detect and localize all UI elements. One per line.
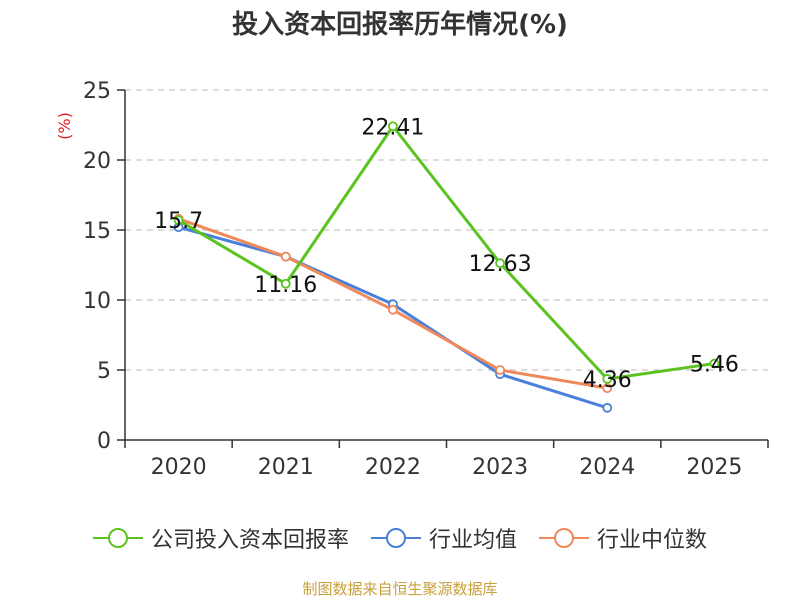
data-point-median — [280, 251, 291, 262]
chart-title: 投入资本回报率历年情况(%) — [232, 10, 568, 40]
y-tick-label: 20 — [83, 149, 111, 174]
legend-company-line-icon — [92, 528, 143, 548]
data-point-company — [173, 215, 184, 226]
x-tick-label: 2023 — [472, 455, 528, 480]
x-tick-label: 2025 — [686, 455, 742, 480]
data-label: 22.41 — [361, 115, 424, 140]
data-point-company — [388, 121, 398, 132]
legend-label-avg: 行业均值 — [428, 528, 517, 553]
legend-label-company: 公司投入资本回报率 — [150, 528, 349, 553]
x-tick-label: 2022 — [365, 455, 421, 480]
data-label: 15.7 — [154, 209, 203, 234]
data-point-company — [280, 278, 291, 289]
data-label: 5.46 — [690, 353, 739, 378]
data-point-company — [709, 358, 720, 369]
data-label: 11.16 — [254, 273, 317, 298]
legend: 公司投入资本回报率 行业均值 行业中位数 — [0, 518, 800, 558]
data-point-company — [602, 374, 613, 384]
series-line-company — [177, 124, 715, 381]
data-point-median — [388, 304, 398, 315]
data-source-note: 制图数据来自恒生聚源数据库 — [302, 580, 498, 598]
data-point-median — [495, 365, 505, 375]
y-tick-label: 15 — [83, 219, 111, 244]
data-point-median — [602, 383, 613, 394]
x-tick-label: 2020 — [151, 455, 207, 480]
legend-item-median[interactable]: 行业中位数 — [539, 522, 707, 554]
y-tick-label: 5 — [97, 359, 111, 384]
y-axis-unit-label: (%) — [55, 112, 74, 140]
series-line-avg — [178, 225, 608, 410]
legend-median-line-icon — [539, 528, 589, 548]
legend-item-company[interactable]: 公司投入资本回报率 — [92, 522, 349, 554]
data-label: 12.63 — [469, 252, 532, 277]
y-tick-label: 0 — [97, 429, 111, 454]
legend-avg-line-icon — [370, 528, 421, 548]
legend-item-avg[interactable]: 行业均值 — [370, 522, 517, 554]
data-point-company — [495, 258, 505, 269]
data-label: 4.36 — [583, 368, 632, 393]
legend-label-median: 行业中位数 — [597, 528, 708, 553]
x-tick-label: 2024 — [579, 455, 635, 480]
x-tick-label: 2021 — [258, 455, 314, 480]
y-tick-label: 10 — [83, 289, 111, 314]
data-point-avg — [602, 402, 613, 413]
y-tick-label: 25 — [83, 79, 111, 104]
